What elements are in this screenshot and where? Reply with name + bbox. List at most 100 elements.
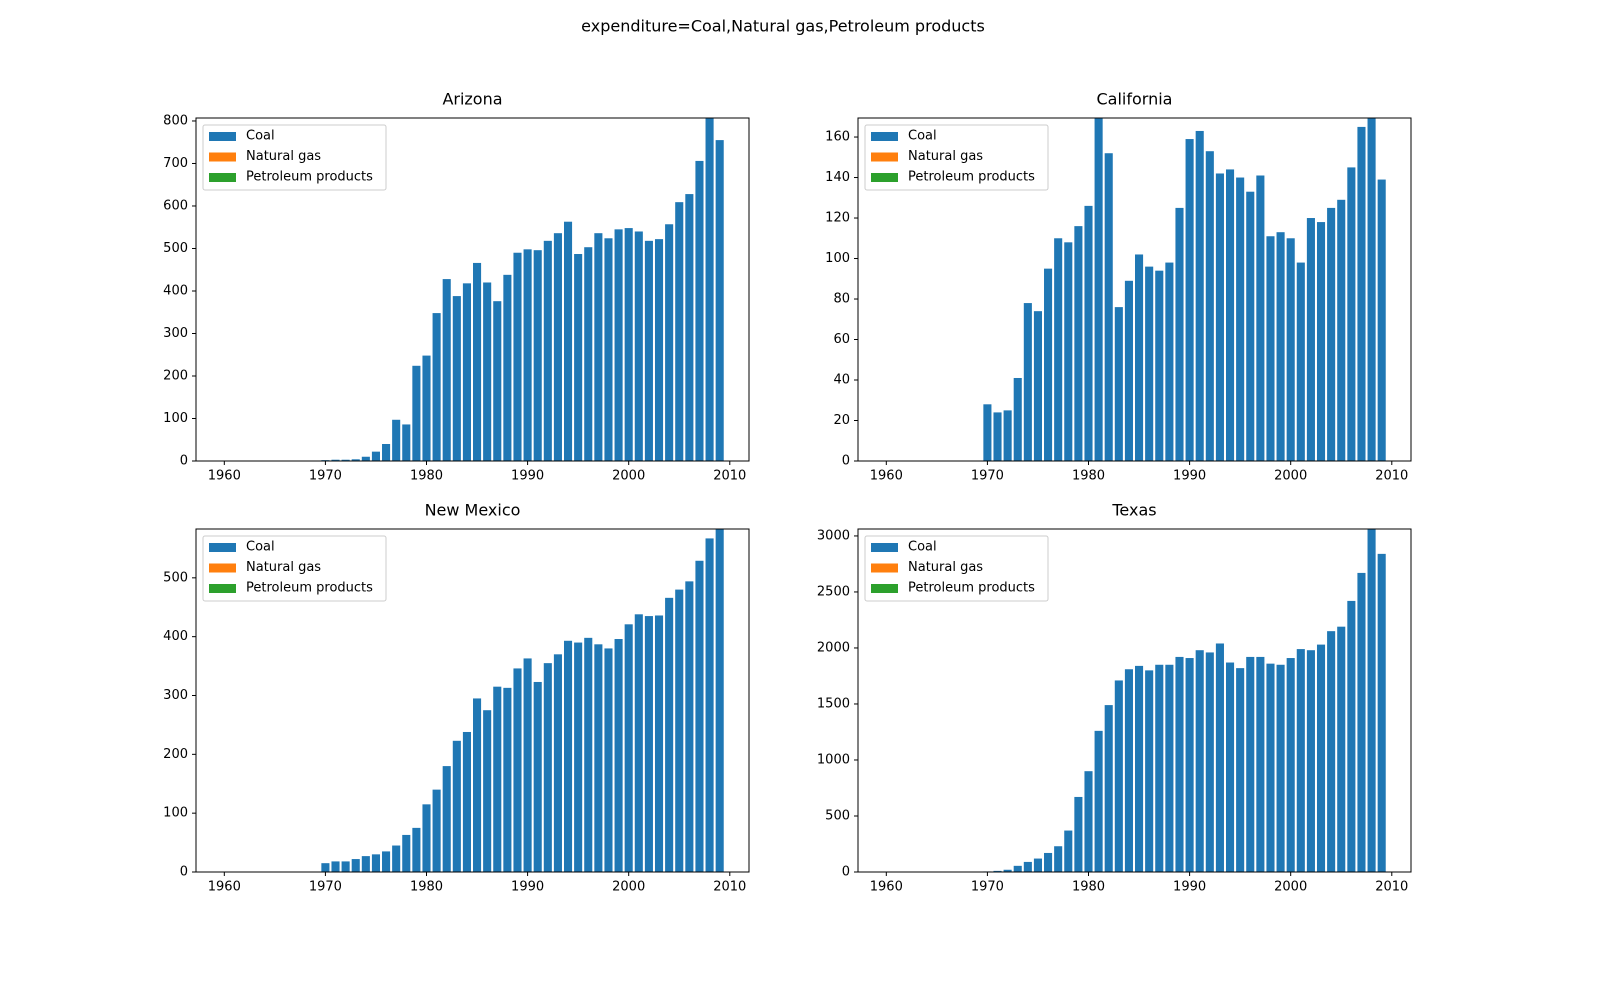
bar [1327, 207, 1336, 461]
bar [1286, 238, 1295, 461]
bar [1135, 665, 1144, 872]
legend-label: Coal [246, 540, 275, 555]
legend-label: Petroleum products [246, 581, 373, 596]
bar [1175, 656, 1184, 872]
bar [1074, 796, 1083, 872]
bar [584, 247, 593, 461]
bar [1266, 663, 1275, 872]
x-tick-label: 2010 [1375, 880, 1408, 895]
bar [553, 233, 562, 461]
bar [1165, 262, 1174, 461]
bar [1347, 600, 1356, 872]
y-tick-label: 800 [163, 113, 188, 128]
bar [665, 224, 674, 461]
bar [543, 240, 552, 461]
y-tick-label: 100 [163, 411, 188, 426]
axes-frame [195, 117, 750, 462]
bar [1033, 311, 1042, 461]
legend-label: Coal [908, 540, 937, 555]
x-tick-label: 1970 [309, 880, 342, 895]
y-tick-label: 160 [825, 130, 850, 145]
bar [1013, 865, 1022, 872]
bar [644, 240, 653, 461]
bar [1044, 268, 1053, 461]
legend-label: Coal [908, 129, 937, 144]
bar [1084, 205, 1093, 461]
bar [1195, 130, 1204, 461]
bar [392, 845, 401, 872]
bar [473, 698, 482, 872]
bar [1205, 652, 1214, 872]
bar [412, 365, 421, 461]
legend-box [864, 124, 1049, 191]
bar [1084, 771, 1093, 872]
x-tick-label: 1970 [971, 880, 1004, 895]
y-tick-label: 0 [180, 865, 188, 880]
x-tick-label: 2010 [1375, 469, 1408, 484]
bar [1064, 830, 1073, 872]
bar [1054, 238, 1063, 461]
x-tick-label: 1970 [309, 469, 342, 484]
subplot-title: New Mexico [425, 501, 521, 520]
bar [1316, 222, 1326, 461]
bar [983, 404, 992, 461]
bar [705, 118, 714, 461]
legend-label: Petroleum products [908, 581, 1035, 596]
bar [1337, 626, 1346, 872]
bar [1124, 669, 1133, 872]
bar [1367, 529, 1376, 872]
figure-title: expenditure=Coal,Natural gas,Petroleum p… [581, 17, 985, 36]
bar [1306, 650, 1315, 872]
bar [331, 861, 340, 872]
y-tick-label: 3000 [817, 528, 850, 543]
bar [1266, 236, 1275, 461]
bar [1296, 262, 1305, 461]
bar [523, 249, 532, 461]
bar [1114, 680, 1123, 872]
bar [563, 640, 573, 872]
bar [1013, 377, 1022, 461]
bar [422, 355, 431, 461]
bar [1337, 199, 1346, 461]
bar [503, 274, 512, 461]
x-tick-label: 1960 [208, 469, 241, 484]
subplot-title: California [1097, 90, 1173, 109]
legend-swatch [209, 152, 236, 162]
bar [584, 637, 593, 872]
bar [483, 282, 492, 461]
bar [371, 451, 380, 461]
bar [1316, 644, 1326, 872]
bars [321, 529, 724, 872]
subplot-title: Texas [1111, 501, 1156, 520]
bar [654, 615, 664, 872]
bar [1215, 173, 1224, 461]
x-tick-label: 2000 [1274, 469, 1307, 484]
bar [422, 804, 431, 872]
bar [341, 459, 350, 461]
y-tick-label: 200 [163, 747, 188, 762]
y-tick-label: 500 [825, 808, 850, 823]
bar [1023, 303, 1032, 461]
bar [654, 239, 664, 461]
bar [1377, 553, 1386, 872]
bar [1104, 705, 1113, 872]
legend-swatch [209, 132, 236, 141]
bar [685, 581, 694, 872]
bar [523, 658, 532, 872]
legend-swatch [871, 132, 898, 141]
bar [462, 731, 471, 872]
legend-swatch [871, 152, 898, 162]
bar [1246, 191, 1255, 461]
x-tick-label: 1980 [1072, 880, 1105, 895]
y-tick-label: 80 [833, 292, 850, 307]
bar [1114, 307, 1123, 461]
x-tick-label: 2010 [713, 469, 746, 484]
bar [1054, 846, 1063, 872]
bar [1256, 175, 1265, 461]
axes-frame [857, 528, 1412, 873]
bar [382, 443, 391, 461]
y-tick-label: 400 [163, 629, 188, 644]
bar [574, 642, 583, 872]
bar [321, 863, 330, 872]
x-tick-label: 1980 [410, 469, 443, 484]
